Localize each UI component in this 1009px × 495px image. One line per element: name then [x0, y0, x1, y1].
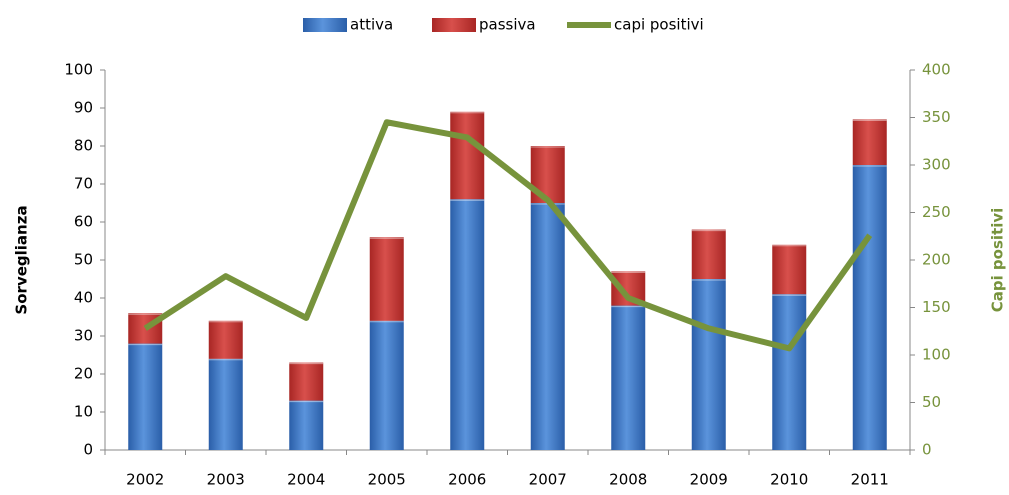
x-tick-label: 2011: [851, 471, 889, 489]
legend-swatch: [303, 18, 347, 32]
bar-attiva: [772, 294, 807, 450]
x-tick-label: 2009: [690, 471, 728, 489]
y2-tick-label: 350: [922, 108, 951, 126]
y-tick-label: 40: [74, 289, 93, 307]
bar-attiva: [691, 279, 726, 450]
y-tick-label: 60: [74, 213, 93, 231]
y-tick-label: 90: [74, 99, 93, 117]
y2-tick-label: 0: [922, 441, 932, 459]
y2-tick-label: 250: [922, 203, 951, 221]
bar-passiva: [691, 229, 726, 279]
y2-tick-label: 200: [922, 251, 951, 269]
bar-attiva: [530, 203, 565, 450]
bar-passiva: [289, 362, 324, 401]
bar-passiva: [852, 119, 887, 165]
y2-tick-label: 50: [922, 393, 941, 411]
bar-passiva: [450, 111, 485, 200]
x-tick-label: 2005: [368, 471, 406, 489]
y-tick-label: 80: [74, 137, 93, 155]
y2-tick-label: 400: [922, 61, 951, 79]
x-tick-label: 2008: [609, 471, 647, 489]
y-tick-label: 70: [74, 175, 93, 193]
legend-label: capi positivi: [614, 16, 704, 34]
y-tick-label: 100: [64, 61, 93, 79]
y-axis-title: Sorveglianza: [13, 205, 31, 314]
bar-attiva: [128, 343, 163, 450]
x-tick-label: 2004: [287, 471, 325, 489]
bar-passiva: [208, 320, 243, 359]
y-tick-label: 10: [74, 403, 93, 421]
y-tick-label: 50: [74, 251, 93, 269]
bar-attiva: [450, 199, 485, 450]
bar-attiva: [369, 320, 404, 450]
legend-label: passiva: [479, 16, 536, 34]
x-tick-label: 2003: [207, 471, 245, 489]
bar-attiva: [289, 400, 324, 450]
y2-tick-label: 300: [922, 156, 951, 174]
y-tick-label: 30: [74, 327, 93, 345]
x-tick-label: 2006: [448, 471, 486, 489]
legend-label: attiva: [350, 16, 393, 34]
x-tick-label: 2007: [529, 471, 567, 489]
bar-passiva: [369, 237, 404, 321]
x-tick-label: 2010: [770, 471, 808, 489]
bar-attiva: [208, 358, 243, 450]
legend-swatch: [432, 18, 476, 32]
line-series: [143, 119, 873, 352]
x-tick-label: 2002: [126, 471, 164, 489]
y2-tick-label: 150: [922, 298, 951, 316]
bar-passiva: [772, 244, 807, 295]
y-tick-label: 20: [74, 365, 93, 383]
bar-attiva: [611, 305, 646, 450]
y2-axis-title: Capi positivi: [989, 208, 1007, 313]
bar-attiva: [852, 165, 887, 450]
y2-tick-label: 100: [922, 346, 951, 364]
y-tick-label: 0: [83, 441, 93, 459]
